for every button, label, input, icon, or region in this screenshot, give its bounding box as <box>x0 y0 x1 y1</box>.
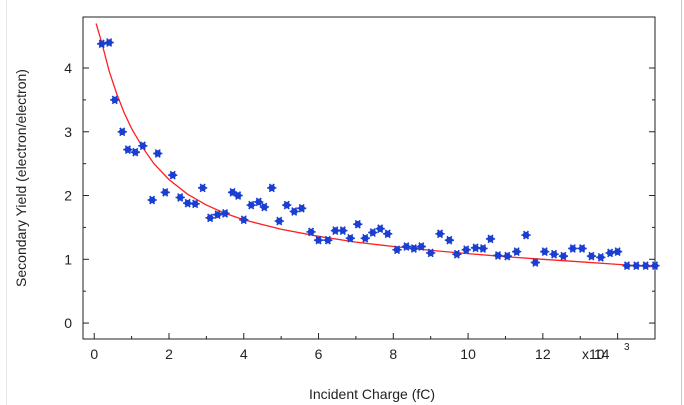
data-point <box>426 248 436 258</box>
fit-curve <box>95 23 656 268</box>
data-point <box>323 235 333 245</box>
data-point <box>540 247 550 257</box>
data-point <box>190 199 200 209</box>
x-tick-label: 2 <box>165 346 173 362</box>
x-multiplier-label: x10 <box>582 346 605 362</box>
data-point <box>254 197 264 207</box>
y-tick-label: 1 <box>64 251 72 267</box>
data-point <box>461 245 471 255</box>
data-point <box>605 248 615 258</box>
x-tick-label: 8 <box>389 346 397 362</box>
data-point <box>401 242 411 251</box>
data-point <box>313 235 324 245</box>
data-point <box>641 261 651 271</box>
fit-curve-layer <box>95 23 656 268</box>
data-point <box>502 251 512 261</box>
data-point <box>577 244 587 253</box>
data-point <box>330 226 340 235</box>
data-point <box>392 245 402 255</box>
data-point <box>205 213 215 223</box>
x-tick-label: 12 <box>535 346 551 362</box>
data-point <box>220 209 230 218</box>
data-point <box>512 247 522 257</box>
data-point <box>521 230 531 240</box>
data-point <box>212 210 223 220</box>
data-point <box>452 249 462 259</box>
y-tick-label: 4 <box>64 60 72 76</box>
data-point <box>568 244 578 253</box>
y-tick-label: 3 <box>64 124 72 140</box>
data-point <box>586 251 597 261</box>
data-point <box>360 233 370 243</box>
x-tick-label: 14 <box>594 346 610 362</box>
data-point <box>368 228 378 237</box>
data-point <box>183 198 193 208</box>
x-tick-label: 6 <box>315 346 323 362</box>
data-point <box>353 219 363 229</box>
data-point <box>478 244 488 253</box>
data-point <box>233 191 243 200</box>
data-point <box>622 261 632 271</box>
data-point <box>416 242 426 251</box>
data-points-layer <box>97 38 660 271</box>
data-point <box>306 227 316 237</box>
plot-frame <box>82 16 656 340</box>
data-point <box>613 247 623 257</box>
x-tick-label: 4 <box>240 346 248 362</box>
data-point <box>470 243 481 253</box>
data-point <box>175 193 185 202</box>
data-point <box>153 149 163 158</box>
data-point <box>596 253 606 262</box>
data-point <box>530 258 540 267</box>
data-point <box>409 244 419 253</box>
data-point <box>104 38 114 47</box>
data-point <box>138 141 148 151</box>
data-point <box>227 187 238 197</box>
data-point <box>246 200 256 210</box>
data-point <box>274 216 284 226</box>
x-axis-title: Incident Charge (fC) <box>309 386 435 402</box>
data-point <box>239 215 249 225</box>
data-point <box>435 229 445 239</box>
data-point <box>345 233 355 243</box>
data-point <box>650 261 660 271</box>
y-tick-label: 0 <box>64 315 72 331</box>
data-point <box>375 224 385 234</box>
data-point <box>117 127 127 137</box>
data-point <box>259 202 269 212</box>
page-right-edge <box>681 0 682 405</box>
data-point <box>549 249 559 259</box>
data-point <box>631 261 641 271</box>
data-point <box>198 183 208 193</box>
data-point <box>130 147 140 157</box>
data-point <box>558 251 569 261</box>
data-point <box>282 200 292 210</box>
x-tick-label: 0 <box>90 346 98 362</box>
data-point <box>147 195 157 205</box>
page-left-edge <box>6 0 7 405</box>
y-tick-label: 2 <box>64 188 72 204</box>
data-point <box>168 170 178 180</box>
data-point <box>123 145 133 155</box>
x-tick-label: 10 <box>460 346 476 362</box>
data-point <box>297 203 307 213</box>
y-axis-title: Secondary Yield (electron/electron) <box>13 69 29 287</box>
data-point <box>338 226 348 235</box>
data-point <box>267 183 277 193</box>
x-multiplier-exponent: 3 <box>624 342 630 353</box>
data-point <box>485 234 496 244</box>
data-point <box>110 95 120 105</box>
data-point <box>160 187 170 197</box>
data-point <box>493 251 503 260</box>
data-point <box>289 207 299 216</box>
data-point <box>383 229 393 239</box>
data-point <box>97 39 107 49</box>
data-point <box>444 235 454 245</box>
